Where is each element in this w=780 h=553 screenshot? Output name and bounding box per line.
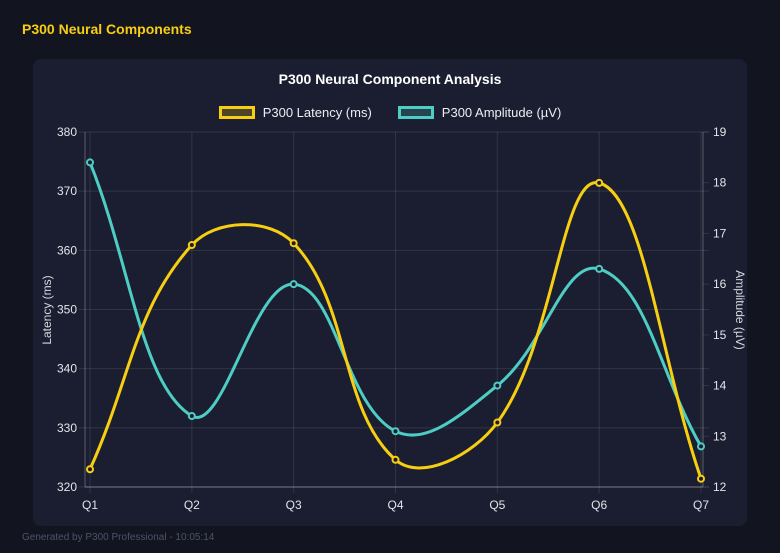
legend-swatch-latency-icon [218,106,255,119]
page-title: P300 Neural Components [22,21,192,37]
left-axis-tick-label: 380 [57,125,77,139]
data-point-amplitude-Q5[interactable] [493,381,502,390]
right-axis-tick-label: 17 [713,226,727,240]
chart-card: 320 330 340 350 360 370 380 12 13 14 15 16 17 18 19 Q1 Q… [33,59,747,526]
legend-swatch-amplitude-icon [397,106,434,119]
data-point-latency-Q7[interactable] [697,474,705,483]
left-axis-tick-label: 370 [57,184,77,198]
x-axis-tick-label: Q1 [82,498,98,512]
data-point-amplitude-Q4[interactable] [391,427,400,436]
legend-item-latency[interactable]: P300 Latency (ms) [218,105,372,120]
data-point-latency-Q5[interactable] [493,418,502,427]
data-point-latency-Q3[interactable] [289,239,298,248]
right-axis-tick-label: 15 [713,328,727,342]
legend-label-latency: P300 Latency (ms) [262,105,372,120]
x-axis-tick-label: Q4 [387,498,403,512]
x-axis-tick-label: Q5 [489,498,505,512]
data-point-amplitude-Q7[interactable] [697,442,705,451]
right-axis-tick-label: 16 [713,277,727,291]
right-axis-tick-label: 18 [713,176,727,190]
x-axis-tick-label: Q3 [286,498,302,512]
legend-item-amplitude[interactable]: P300 Amplitude (µV) [397,105,562,120]
right-axis-tick-label: 12 [713,480,727,494]
data-point-amplitude-Q3[interactable] [289,280,298,289]
left-axis-tick-label: 330 [57,421,77,435]
right-axis-tick-label: 13 [713,429,727,443]
x-axis-tick-label: Q7 [693,498,709,512]
left-axis-tick-label: 350 [57,303,77,317]
data-point-latency-Q4[interactable] [391,455,400,464]
left-axis-tick-label: 340 [57,362,77,376]
right-axis-tick-label: 19 [713,125,727,139]
right-axis-title: Amplitude (µV) [733,270,747,350]
chart-title: P300 Neural Component Analysis [278,71,502,87]
chart-canvas[interactable]: 320 330 340 350 360 370 380 12 13 14 15 16 17 18 19 Q1 Q… [33,59,747,526]
data-point-latency-Q6[interactable] [595,178,604,187]
footer-status: Generated by P300 Professional - 10:05:1… [22,532,215,543]
data-point-latency-Q2[interactable] [187,241,196,250]
right-axis-tick-label: 14 [713,379,727,393]
x-axis-tick-label: Q6 [591,498,607,512]
data-point-amplitude-Q1[interactable] [86,158,94,167]
legend-label-amplitude: P300 Amplitude (µV) [441,105,562,120]
data-point-latency-Q1[interactable] [86,465,94,474]
left-axis-tick-label: 320 [57,480,77,494]
x-axis-tick-label: Q2 [184,498,200,512]
left-axis-tick-label: 360 [57,243,77,257]
data-point-amplitude-Q6[interactable] [595,264,604,273]
data-point-amplitude-Q2[interactable] [187,412,196,420]
left-axis-title: Latency (ms) [40,275,54,345]
chart-legend: P300 Latency (ms) P300 Amplitude (µV) [33,105,747,120]
